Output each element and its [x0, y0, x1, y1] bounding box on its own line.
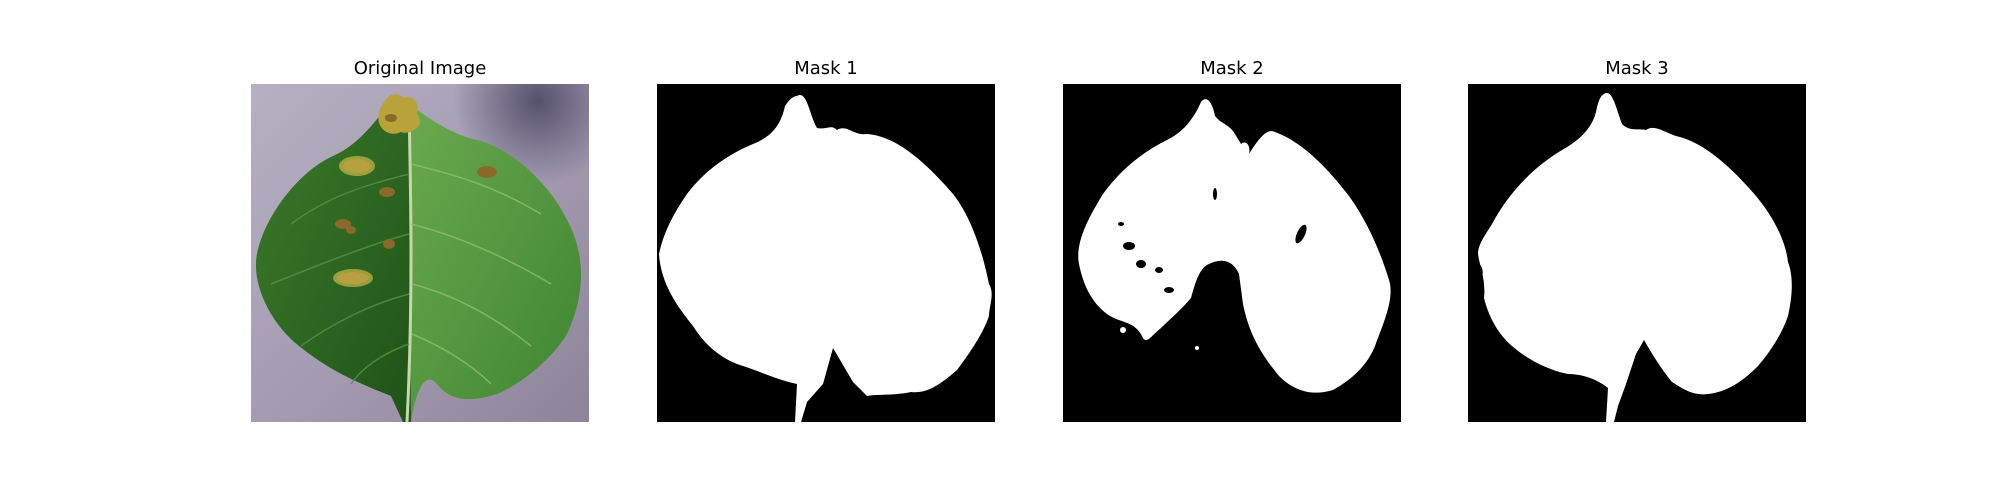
leaf-midrib	[405, 105, 413, 422]
leaf-right-half	[409, 104, 582, 422]
mask-1-panel: Mask 1	[657, 0, 995, 500]
mask-1-leaf-region	[659, 95, 992, 422]
leaf-lesion-halos	[333, 156, 375, 287]
panel-title-original: Original Image	[353, 58, 487, 79]
panel-title-mask-1: Mask 1	[794, 58, 858, 79]
leaf-photo	[251, 84, 589, 422]
mask-2-panel: Mask 2	[1063, 0, 1401, 500]
mask-3-leaf-region	[1478, 92, 1792, 422]
original-image-panel: Original Image	[251, 0, 589, 500]
mask-2-specks	[1120, 270, 1273, 350]
leaf-veins-right	[410, 163, 552, 385]
mask-3-notch	[1468, 254, 1483, 279]
mask-1-image	[657, 84, 995, 422]
leaf-diseased-tip	[378, 94, 421, 134]
panel-title-mask-3: Mask 3	[1605, 58, 1669, 79]
mask-3-panel: Mask 3	[1468, 0, 1806, 500]
mask-3-image	[1468, 84, 1806, 422]
mask-2-image	[1063, 84, 1401, 422]
panel-title-mask-2: Mask 2	[1200, 58, 1264, 79]
mask-2-leaf-region	[1078, 99, 1391, 393]
mask-2-holes	[1118, 188, 1307, 293]
leaf-veins-left	[270, 173, 410, 385]
